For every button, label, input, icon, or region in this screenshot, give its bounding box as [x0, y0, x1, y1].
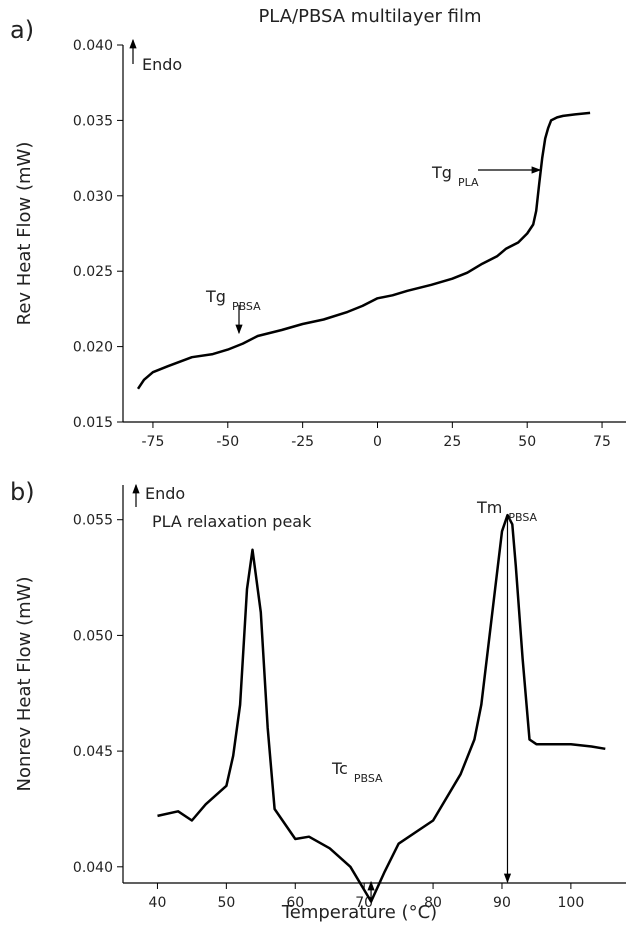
annotation: Tm PBSA [476, 498, 538, 524]
y-tick-label: 0.030 [73, 189, 113, 205]
y-axis-label: Nonrev Heat Flow (mW) [14, 577, 35, 792]
annotation-text: Tm [476, 498, 502, 517]
annotation: Tc PBSA [331, 759, 383, 785]
annotation-text: Tg [205, 287, 226, 306]
y-tick-label: 0.015 [73, 415, 113, 431]
y-tick-label: 0.045 [73, 744, 113, 760]
x-tick-label: 50 [217, 895, 235, 911]
annotation-sub: PBSA [508, 511, 537, 524]
x-tick-label: 60 [286, 895, 304, 911]
x-tick-label: -75 [142, 434, 165, 450]
annotation: Endo [142, 55, 182, 74]
y-tick-label: 0.040 [73, 860, 113, 876]
y-tick-label: 0.020 [73, 340, 113, 356]
y-axis-label: Rev Heat Flow (mW) [14, 142, 35, 326]
y-tick-label: 0.040 [73, 38, 113, 54]
y-tick-label: 0.050 [73, 628, 113, 644]
annotation-sub: PLA [458, 176, 479, 189]
annotation-sub: PBSA [354, 772, 383, 785]
annotation: PLA relaxation peak [152, 512, 312, 531]
y-tick-label: 0.035 [73, 113, 113, 129]
annotation-text: Tg [431, 163, 452, 182]
x-tick-label: 100 [558, 895, 585, 911]
annotation: Tg PLA [431, 163, 479, 189]
panel-label: b) [10, 478, 35, 506]
y-tick-label: 0.025 [73, 264, 113, 280]
x-tick-label: 0 [373, 434, 382, 450]
data-line [136, 111, 591, 390]
annotation-sub: PBSA [232, 300, 261, 313]
panel-label: a) [10, 16, 34, 44]
x-tick-label: -50 [216, 434, 239, 450]
data-line [157, 513, 606, 903]
x-tick-label: 40 [149, 895, 167, 911]
annotation-text: Endo [142, 55, 182, 74]
annotation: Tg PBSA [205, 287, 261, 313]
x-tick-label: 75 [593, 434, 611, 450]
annotation-text: Endo [145, 484, 185, 503]
x-tick-label: 25 [443, 434, 461, 450]
x-tick-label: -25 [291, 434, 314, 450]
x-tick-label: 80 [424, 895, 442, 911]
chart-title: PLA/PBSA multilayer film [258, 6, 481, 27]
y-tick-label: 0.055 [73, 513, 113, 529]
x-tick-label: 50 [518, 434, 536, 450]
x-axis-label: Temperature (°C) [281, 902, 437, 923]
annotation-text: Tc [331, 759, 348, 778]
annotation-text: PLA relaxation peak [152, 512, 312, 531]
annotation: Endo [145, 484, 185, 503]
x-tick-label: 90 [493, 895, 511, 911]
